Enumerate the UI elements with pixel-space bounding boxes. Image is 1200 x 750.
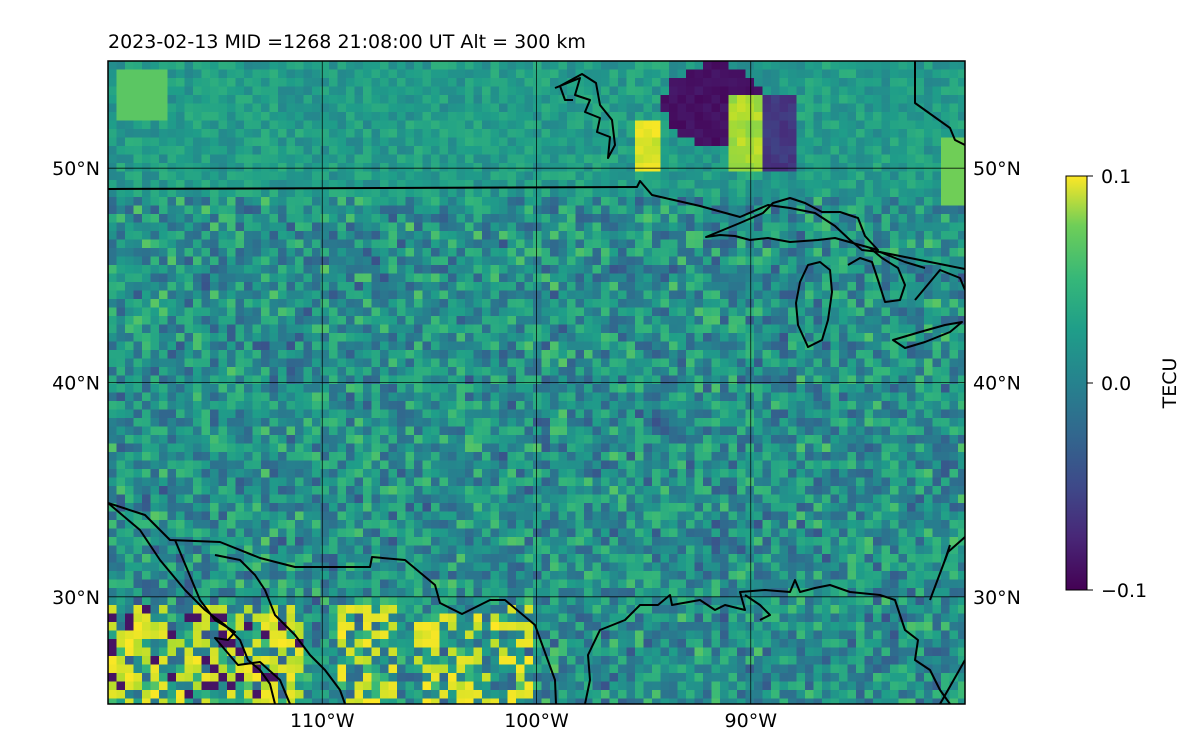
latitude-label: 40°N bbox=[52, 373, 100, 395]
james-bay-coast bbox=[914, 61, 965, 146]
lake-michigan bbox=[795, 261, 833, 348]
longitude-labels: 110°W 100°W 90°W bbox=[290, 710, 777, 732]
lake-island bbox=[744, 594, 771, 621]
colorbar-tick-label: 0.1 bbox=[1101, 166, 1131, 188]
colorbar-label: TECU bbox=[1159, 358, 1181, 410]
tec-heatmap bbox=[108, 61, 965, 704]
us-mexico-border bbox=[108, 502, 557, 704]
baja-coast-west bbox=[174, 539, 291, 704]
latitude-labels-left: 50°N 40°N 30°N bbox=[52, 158, 100, 609]
colorbar-tick-label: 0.0 bbox=[1101, 373, 1131, 395]
gulf-of-california bbox=[214, 554, 346, 704]
latitude-labels-right: 50°N 40°N 30°N bbox=[973, 158, 1021, 609]
longitude-label: 100°W bbox=[504, 710, 569, 732]
figure-title: 2023-02-13 MID =1268 21:08:00 UT Alt = 3… bbox=[108, 31, 586, 53]
map-area bbox=[108, 61, 965, 704]
colorbar-ticks: 0.1 0.0 −0.1 bbox=[1087, 166, 1147, 602]
longitude-label: 110°W bbox=[290, 710, 355, 732]
lake-superior bbox=[705, 197, 879, 251]
florida-east bbox=[939, 544, 965, 704]
colorbar: 0.1 0.0 −0.1 TECU bbox=[1065, 166, 1181, 602]
latitude-label: 30°N bbox=[973, 587, 1021, 609]
colorbar-tick-label: −0.1 bbox=[1101, 580, 1147, 602]
longitude-label: 90°W bbox=[725, 710, 778, 732]
colorbar-gradient bbox=[1065, 175, 1088, 591]
coastlines bbox=[108, 61, 965, 704]
latitude-label: 40°N bbox=[973, 373, 1021, 395]
georgian-bay bbox=[879, 251, 926, 269]
latitude-label: 50°N bbox=[52, 158, 100, 180]
latitude-label: 50°N bbox=[973, 158, 1021, 180]
map-frame bbox=[107, 60, 966, 705]
hudson-bay-coast bbox=[554, 73, 616, 159]
lake-erie bbox=[892, 321, 963, 349]
lake-huron bbox=[847, 247, 906, 303]
lake-ontario bbox=[914, 269, 965, 301]
latitude-label: 30°N bbox=[52, 587, 100, 609]
graticule bbox=[108, 61, 965, 704]
gulf-coast bbox=[584, 579, 951, 704]
